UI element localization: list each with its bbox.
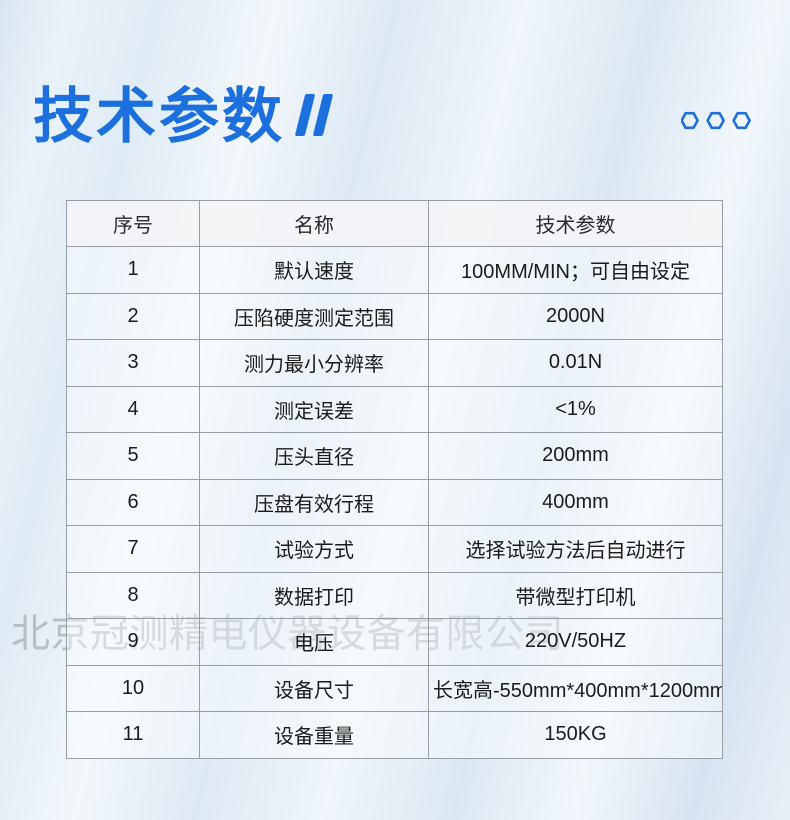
hexagons-icon xyxy=(681,111,751,130)
table-cell: 6 xyxy=(66,478,200,526)
table-cell: 选择试验方法后自动进行 xyxy=(428,525,723,573)
specs-table: 序号 名称 技术参数 1 默认速度 100MM/MIN；可自由设定 2 压陷硬度测定范围… xyxy=(66,200,723,759)
table-cell: 0.01N xyxy=(428,339,723,387)
table-cell: 4 xyxy=(66,385,200,433)
table-row: 4 测定误差 <1% xyxy=(66,385,723,433)
table-cell: 设备尺寸 xyxy=(199,664,429,712)
column-header-name: 名称 xyxy=(199,200,429,247)
table-cell: 数据打印 xyxy=(199,571,429,619)
table-cell: 1 xyxy=(66,246,200,294)
table-row: 1 默认速度 100MM/MIN；可自由设定 xyxy=(66,246,723,294)
table-cell: 100MM/MIN；可自由设定 xyxy=(428,246,723,294)
table-row: 2 压陷硬度测定范围 2000N xyxy=(66,292,723,340)
table-cell: 默认速度 xyxy=(199,246,429,294)
table-cell: 8 xyxy=(66,571,200,619)
table-cell: 200mm xyxy=(428,432,723,480)
table-cell: 11 xyxy=(66,711,200,759)
table-cell: 测力最小分辨率 xyxy=(199,339,429,387)
column-header-index: 序号 xyxy=(66,200,200,247)
table-cell: 220V/50HZ xyxy=(428,618,723,666)
table-cell: 压头直径 xyxy=(199,432,429,480)
table-cell: 试验方式 xyxy=(199,525,429,573)
table-row: 5 压头直径 200mm xyxy=(66,432,723,480)
table-row: 6 压盘有效行程 400mm xyxy=(66,478,723,526)
table-cell: 2000N xyxy=(428,292,723,340)
page-title: 技术参数 xyxy=(33,83,285,150)
table-cell: 电压 xyxy=(199,618,429,666)
table-cell: 5 xyxy=(66,432,200,480)
table-row: 3 测力最小分辨率 0.01N xyxy=(66,339,723,387)
table-body: 1 默认速度 100MM/MIN；可自由设定 2 压陷硬度测定范围 2000N 3 测力最小分… xyxy=(66,246,723,759)
table-cell: 测定误差 xyxy=(199,385,429,433)
table-cell: 150KG xyxy=(428,711,723,759)
table-cell: 带微型打印机 xyxy=(428,571,723,619)
table-row: 7 试验方式 选择试验方法后自动进行 xyxy=(66,525,723,573)
table-cell: 压陷硬度测定范围 xyxy=(199,292,429,340)
table-cell: 设备重量 xyxy=(199,711,429,759)
table-cell: 400mm xyxy=(428,478,723,526)
table-row: 9 电压 220V/50HZ xyxy=(66,618,723,666)
table-cell: 2 xyxy=(66,292,200,340)
table-row: 11 设备重量 150KG xyxy=(66,711,723,759)
table-header-row: 序号 名称 技术参数 xyxy=(66,200,723,247)
column-header-spec: 技术参数 xyxy=(428,200,723,247)
table-cell: 长宽高-550mm*400mm*1200mm xyxy=(428,664,723,712)
table-cell: 7 xyxy=(66,525,200,573)
table-cell: <1% xyxy=(428,385,723,433)
table-cell: 10 xyxy=(66,664,200,712)
table-cell: 3 xyxy=(66,339,200,387)
table-cell: 9 xyxy=(66,618,200,666)
quote-icon xyxy=(294,94,334,136)
table-row: 8 数据打印 带微型打印机 xyxy=(66,571,723,619)
table-cell: 压盘有效行程 xyxy=(199,478,429,526)
table-row: 10 设备尺寸 长宽高-550mm*400mm*1200mm xyxy=(66,664,723,712)
